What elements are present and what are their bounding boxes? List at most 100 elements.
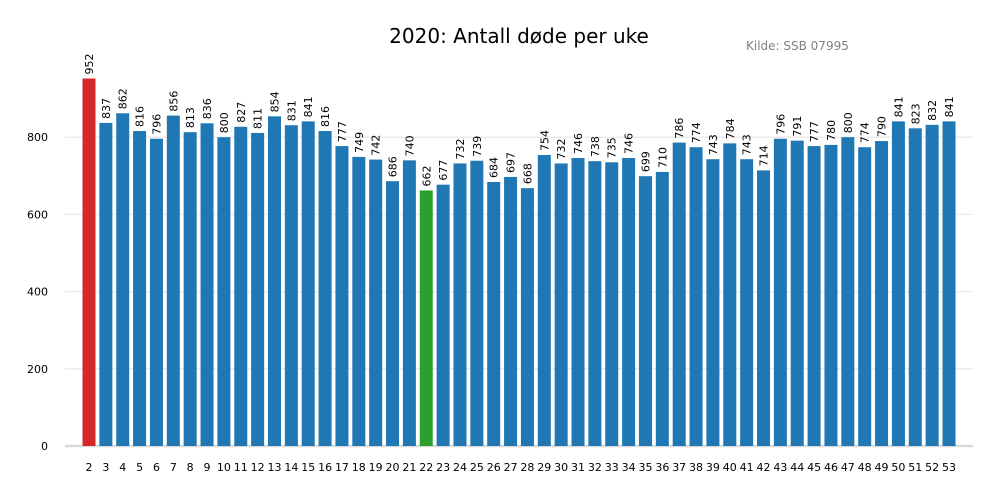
x-tick-label: 15 [301,461,315,474]
data-label: 714 [758,145,771,166]
bar-week-31 [571,158,585,446]
data-label: 800 [218,112,231,133]
x-tick-label: 35 [638,461,652,474]
bar-week-18 [352,156,366,447]
x-tick-label: 42 [757,461,771,474]
x-tick-label: 23 [436,461,450,474]
data-label: 668 [521,163,534,184]
data-label: 827 [235,102,248,123]
x-tick-label: 31 [571,461,585,474]
data-label: 777 [808,121,821,142]
x-tick-label: 3 [102,461,109,474]
data-label: 684 [488,157,501,178]
bar-week-23 [436,184,450,447]
x-tick-label: 11 [234,461,248,474]
data-label: 811 [252,108,265,129]
x-tick-label: 6 [153,461,160,474]
x-tick-label: 17 [335,461,349,474]
data-label: 952 [83,54,96,75]
x-tick-label: 47 [841,461,855,474]
x-tick-label: 14 [284,461,298,474]
x-tick-label: 48 [858,461,872,474]
x-tick-label: 33 [605,461,619,474]
data-label: 774 [690,122,703,143]
x-tick-label: 46 [824,461,838,474]
x-tick-label: 21 [402,461,416,474]
data-label: 796 [150,114,163,135]
data-label: 816 [319,106,332,127]
bar-week-16 [318,131,332,447]
x-tick-label: 32 [588,461,602,474]
x-tick-label: 36 [655,461,669,474]
data-label: 841 [943,96,956,117]
bar-week-43 [773,138,787,446]
x-tick-label: 20 [386,461,400,474]
data-label: 735 [606,137,619,158]
bar-week-25 [470,160,484,446]
x-tick-label: 7 [170,461,177,474]
bar-week-41 [740,159,754,446]
data-label: 699 [639,151,652,172]
bar-week-30 [554,163,568,446]
x-tick-label: 5 [136,461,143,474]
x-tick-label: 51 [908,461,922,474]
bar-week-14 [284,125,298,446]
bar-week-13 [267,116,281,446]
x-tick-label: 34 [622,461,636,474]
bar-week-45 [807,146,821,446]
bar-week-44 [790,140,804,446]
y-tick-label: 400 [27,286,48,299]
bar-week-35 [638,176,652,446]
bar-week-51 [908,128,922,446]
bar-week-11 [234,126,248,446]
x-tick-label: 29 [537,461,551,474]
x-tick-label: 49 [875,461,889,474]
x-tick-label: 8 [187,461,194,474]
data-label: 790 [876,116,889,137]
bar-week-48 [858,147,872,446]
data-label: 784 [724,118,737,139]
data-label: 739 [471,136,484,157]
data-label: 746 [572,133,585,154]
data-label: 796 [774,114,787,135]
x-tick-label: 12 [251,461,265,474]
bar-week-7 [166,115,180,447]
x-tick-label: 28 [520,461,534,474]
bar-week-52 [925,124,939,447]
data-label: 841 [302,96,315,117]
y-tick-label: 0 [41,440,48,453]
x-tick-label: 52 [925,461,939,474]
x-tick-label: 53 [942,461,956,474]
x-tick-label: 30 [554,461,568,474]
bar-week-3 [99,122,113,446]
bar-week-15 [301,121,315,447]
bar-week-2 [82,78,96,446]
data-label: 823 [909,103,922,124]
data-label: 856 [167,91,180,112]
bar-week-49 [875,141,889,446]
bar-week-12 [251,132,265,447]
bar-week-34 [622,158,636,446]
x-tick-label: 43 [773,461,787,474]
x-tick-label: 39 [706,461,720,474]
bar-week-50 [891,121,905,447]
data-label: 732 [454,138,467,159]
data-label: 732 [555,138,568,159]
data-label: 780 [825,120,838,141]
bar-week-20 [386,181,400,447]
bar-week-22 [419,190,433,446]
data-label: 800 [842,112,855,133]
data-label: 686 [387,156,400,177]
data-label: 749 [353,132,366,153]
y-tick-label: 800 [27,131,48,144]
data-label: 742 [370,135,383,156]
x-tick-label: 16 [318,461,332,474]
bar-week-9 [200,123,214,446]
data-label: 662 [420,165,433,186]
data-label: 774 [859,122,872,143]
data-label: 854 [268,91,281,112]
x-tick-label: 44 [790,461,804,474]
bar-week-32 [588,161,602,446]
data-label: 836 [201,98,214,119]
data-label: 816 [134,106,147,127]
